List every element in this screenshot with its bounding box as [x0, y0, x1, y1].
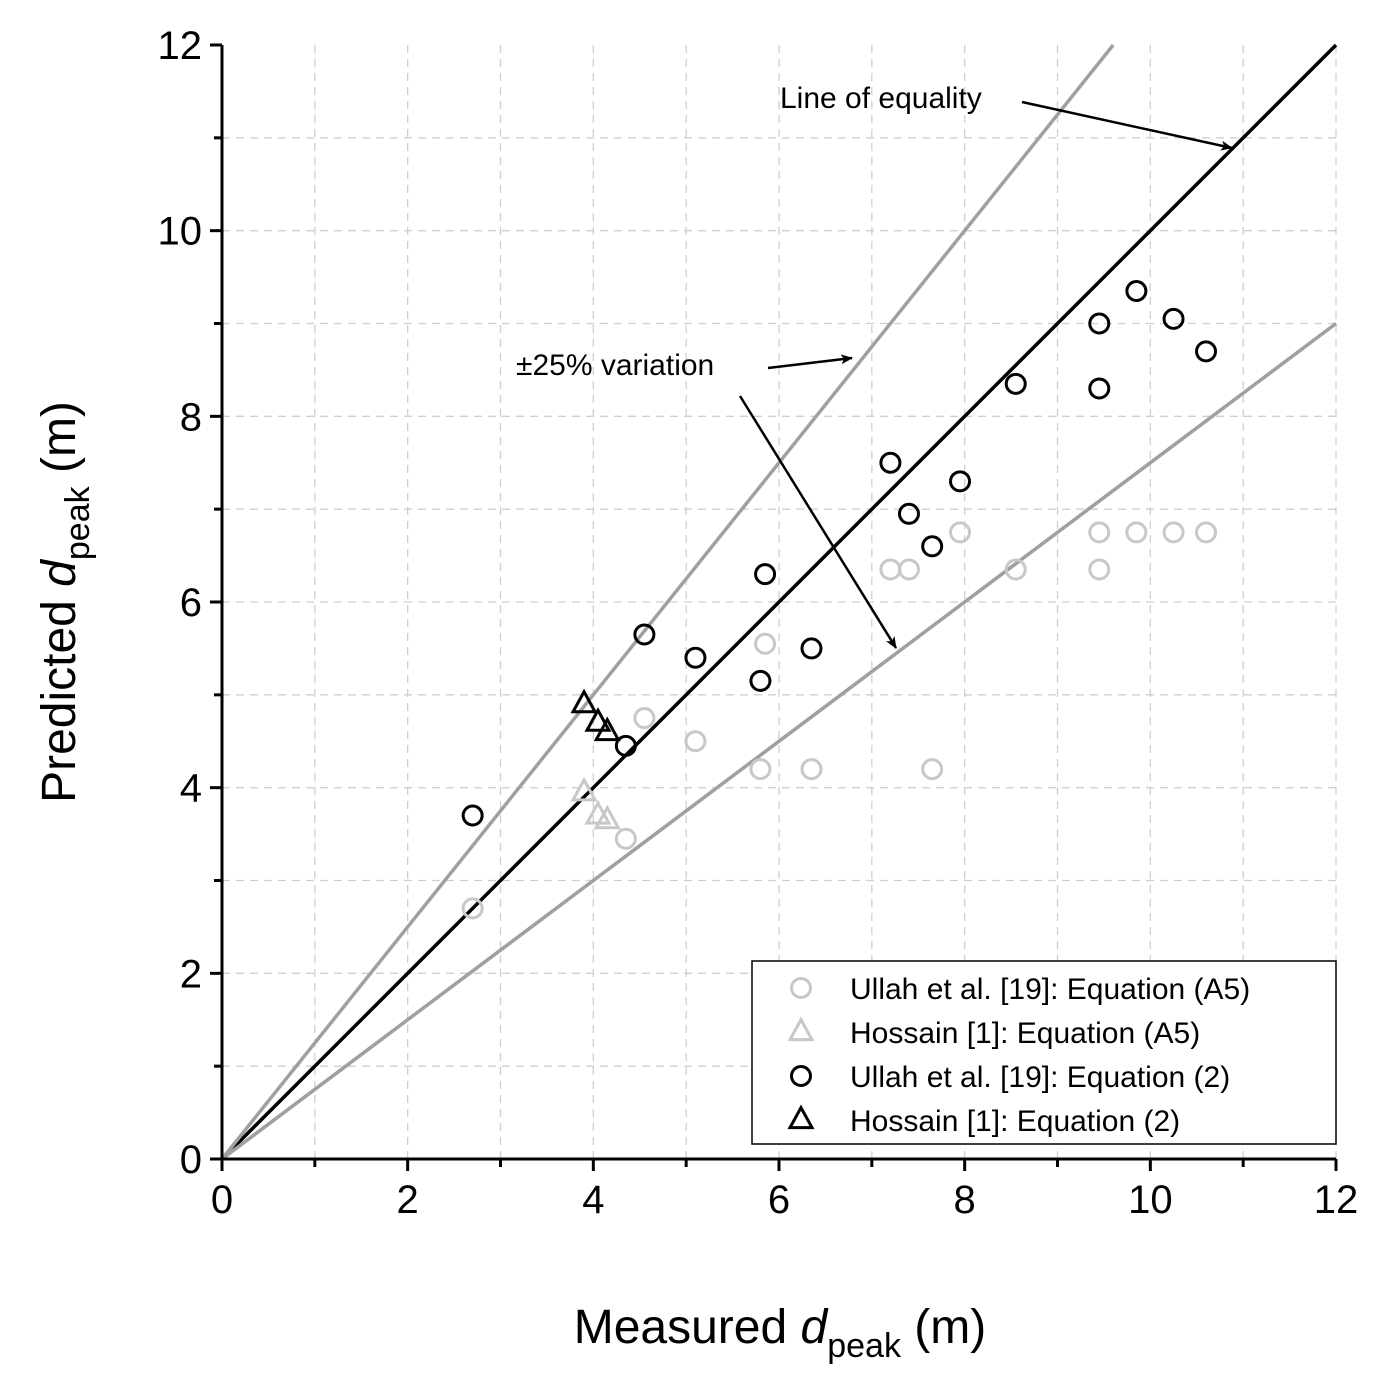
data-point-circle-black	[633, 623, 656, 646]
y-tick-label: 0	[180, 1138, 202, 1182]
annotation-equality-arrow	[1021, 100, 1233, 151]
data-point-circle-black	[1088, 312, 1111, 335]
data-point-circle-grey	[879, 558, 902, 581]
data-point-circle-grey	[633, 707, 656, 730]
annotation-variation-arrow-lower	[738, 395, 898, 649]
data-point-circle-black	[749, 669, 772, 692]
axis-ticks: 00 2 2 4 4 6 6 8 8 10 10 12 12	[158, 24, 1359, 1222]
data-point-circle-black	[461, 804, 484, 827]
y-tick-label: 4	[180, 767, 202, 811]
x-axis-title-prefix: Measured	[574, 1301, 801, 1354]
data-points	[461, 280, 1218, 920]
data-point-triangle-black	[593, 716, 621, 742]
legend-label-ullah-eq2: Ullah et al. [19]: Equation (2)	[850, 1061, 1230, 1094]
reference-lines	[220, 43, 1338, 1161]
data-point-circle-grey	[1004, 558, 1027, 581]
data-point-circle-black	[879, 451, 902, 474]
legend-marker-circle	[790, 977, 812, 999]
data-point-circle-grey	[1088, 521, 1111, 544]
data-point-circle-black	[921, 535, 944, 558]
data-point-circle-black	[1004, 372, 1027, 395]
y-tick-label: 10	[158, 210, 203, 254]
annotation-variation: ±25% variation	[516, 349, 898, 649]
x-axis-title: Measured dpeak (m)	[574, 1301, 987, 1365]
data-point-circle-black	[754, 563, 777, 586]
reference-line-equality	[220, 43, 1338, 1161]
data-point-circle-black	[614, 734, 637, 757]
legend: Ullah et al. [19]: Equation (A5) Hossain…	[751, 960, 1337, 1145]
y-axis-title-italic: d	[33, 559, 86, 587]
y-tick-label: 8	[180, 395, 202, 439]
y-axis-title-subscript: peak	[59, 485, 97, 560]
data-point-circle-grey	[1088, 558, 1111, 581]
data-point-triangle-grey	[593, 804, 621, 830]
data-point-circle-grey	[684, 730, 707, 753]
data-point-circle-grey	[461, 897, 484, 920]
y-tick-label: 12	[158, 24, 203, 68]
annotation-variation-label: ±25% variation	[516, 349, 714, 382]
legend-label-hossain-eq2: Hossain [1]: Equation (2)	[850, 1105, 1180, 1138]
data-point-circle-black	[949, 470, 972, 493]
data-point-circle-grey	[1195, 521, 1218, 544]
legend-marker-triangle	[787, 1016, 815, 1042]
legend-markers	[787, 977, 815, 1130]
x-tick-label: 12	[1314, 1178, 1359, 1222]
data-point-circle-black	[1195, 340, 1218, 363]
x-tick-label: 6	[768, 1178, 790, 1222]
x-tick-label: 4	[582, 1178, 604, 1222]
data-point-circle-black	[1125, 280, 1148, 303]
x-tick-label: 8	[954, 1178, 976, 1222]
data-point-circle-grey	[749, 758, 772, 781]
legend-label-hossain-a5: Hossain [1]: Equation (A5)	[850, 1017, 1200, 1050]
y-axis-title: Predicted dpeak (m)	[33, 401, 97, 803]
data-point-triangle-grey	[570, 776, 598, 802]
data-point-circle-grey	[614, 827, 637, 850]
x-axis-title-italic: d	[801, 1301, 829, 1354]
y-tick-label: 6	[180, 581, 202, 625]
x-axis-title-subscript: peak	[827, 1327, 902, 1365]
y-axis-title-prefix: Predicted	[33, 587, 86, 803]
reference-line-plus-25	[220, 43, 1115, 1161]
annotation-equality-label: Line of equality	[780, 82, 982, 115]
legend-marker-circle	[790, 1065, 812, 1087]
legend-box	[751, 960, 1337, 1145]
annotation-variation-arrow-upper	[767, 354, 853, 370]
x-tick-label: 2	[397, 1178, 419, 1222]
x-tick-label: 0	[211, 1178, 233, 1222]
data-point-triangle-black	[570, 688, 598, 714]
data-point-circle-black	[1162, 307, 1185, 330]
legend-marker-triangle	[787, 1104, 815, 1130]
data-point-triangle-black	[584, 707, 612, 732]
data-point-circle-grey	[897, 558, 920, 581]
data-point-circle-grey	[949, 521, 972, 544]
y-axis-title-suffix: (m)	[33, 401, 86, 486]
data-point-circle-black	[800, 637, 823, 660]
data-point-circle-black	[897, 502, 920, 525]
annotation-equality: Line of equality	[780, 82, 1233, 151]
x-axis-title-suffix: (m)	[901, 1301, 986, 1354]
reference-line-minus-25	[220, 322, 1338, 1161]
data-point-circle-grey	[754, 632, 777, 655]
data-point-circle-grey	[800, 758, 823, 781]
data-point-circle-black	[684, 646, 707, 669]
x-tick-label: 10	[1128, 1178, 1173, 1222]
data-point-circle-grey	[1162, 521, 1185, 544]
y-tick-label: 2	[180, 952, 202, 996]
data-point-circle-black	[1088, 377, 1111, 400]
legend-label-ullah-a5: Ullah et al. [19]: Equation (A5)	[850, 973, 1250, 1006]
data-point-circle-grey	[1125, 521, 1148, 544]
data-point-circle-grey	[921, 758, 944, 781]
